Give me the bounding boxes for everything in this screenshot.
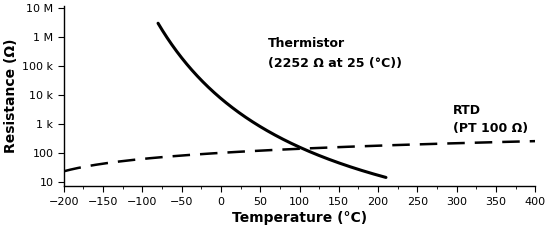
- Y-axis label: Resistance (Ω): Resistance (Ω): [4, 39, 18, 153]
- Text: Thermistor: Thermistor: [268, 37, 345, 50]
- Text: RTD: RTD: [453, 104, 481, 117]
- Text: (PT 100 Ω): (PT 100 Ω): [453, 122, 528, 135]
- X-axis label: Temperature (°C): Temperature (°C): [232, 211, 367, 225]
- Text: (2252 Ω at 25 (°C)): (2252 Ω at 25 (°C)): [268, 57, 402, 70]
